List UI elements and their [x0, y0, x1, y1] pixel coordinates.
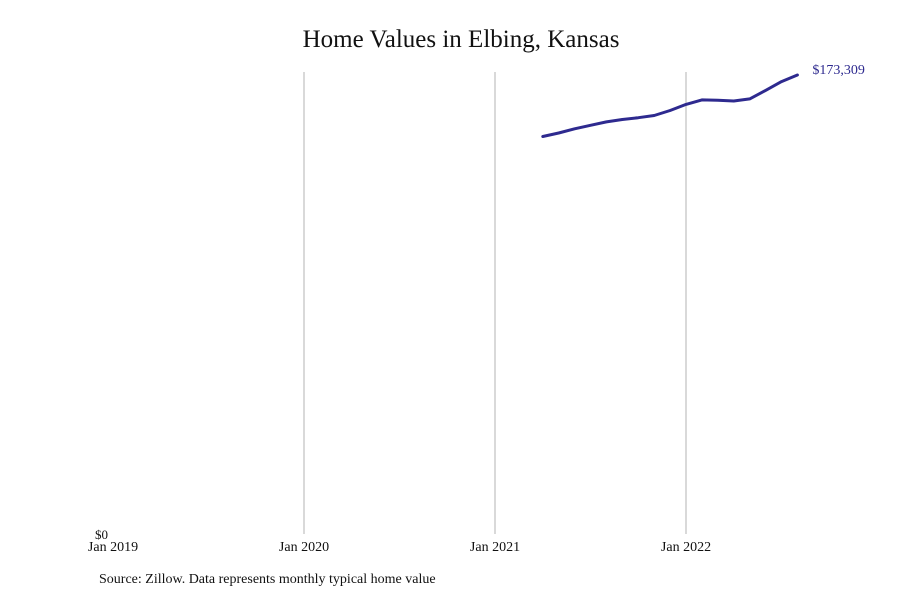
x-tick-label: Jan 2019 — [88, 540, 138, 555]
data-point — [589, 124, 592, 127]
data-point — [557, 131, 560, 135]
data-point — [700, 98, 704, 102]
source-note: Source: Zillow. Data represents monthly … — [99, 572, 436, 587]
data-point — [668, 109, 672, 112]
data-point — [621, 118, 624, 121]
axis-ticks: Jan 2019 Jan 2020 Jan 2021 Jan 2022 $0 — [88, 527, 711, 555]
data-point — [780, 80, 783, 83]
series-line — [541, 73, 799, 138]
data-point — [605, 120, 608, 124]
data-point — [796, 73, 799, 77]
x-tick-label: Jan 2020 — [279, 540, 329, 555]
data-point — [716, 99, 719, 102]
data-point — [637, 116, 640, 119]
data-point — [748, 97, 751, 101]
x-tick-label: Jan 2021 — [470, 540, 520, 555]
data-point — [764, 89, 767, 92]
end-value-label: $173,309 — [812, 63, 865, 78]
data-point — [732, 99, 735, 103]
data-point — [573, 127, 576, 130]
data-point — [541, 135, 544, 138]
gridlines — [303, 72, 687, 534]
data-point — [684, 103, 688, 106]
y-tick-label: $0 — [95, 527, 108, 542]
series-layer — [541, 73, 799, 138]
x-tick-label: Jan 2022 — [661, 540, 711, 555]
data-labels: $173,309 — [812, 63, 865, 78]
data-point — [653, 114, 656, 117]
chart-title: Home Values in Elbing, Kansas — [302, 26, 620, 53]
